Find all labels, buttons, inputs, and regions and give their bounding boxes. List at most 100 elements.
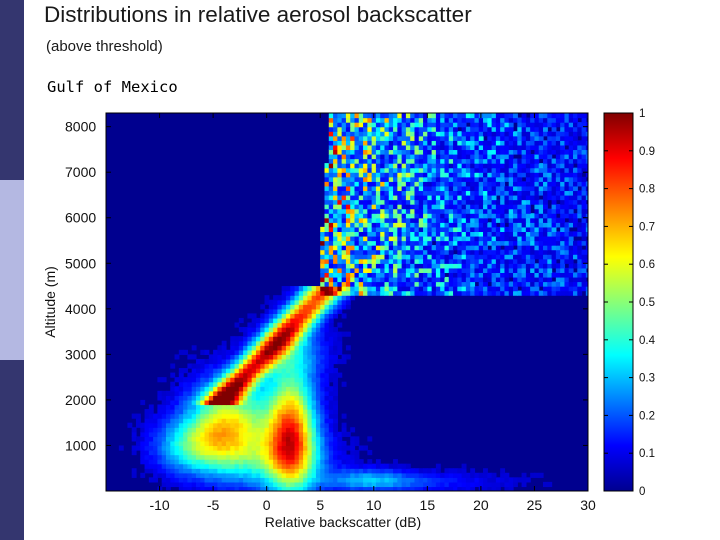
heatmap-cell xyxy=(393,190,398,196)
heatmap-cell xyxy=(294,363,300,369)
heatmap-cell xyxy=(170,450,176,456)
heatmap-cell xyxy=(530,163,536,169)
heatmap-cell xyxy=(170,404,176,410)
heatmap-cell xyxy=(165,450,171,456)
heatmap-cell xyxy=(273,331,278,337)
heatmap-cell xyxy=(354,245,360,251)
heatmap-cell xyxy=(423,249,428,255)
heatmap-cell xyxy=(264,440,270,447)
heatmap-cell xyxy=(525,213,531,219)
heatmap-cell xyxy=(478,144,484,151)
heatmap-cell xyxy=(440,144,446,151)
heatmap-cell xyxy=(555,185,561,192)
heatmap-cell xyxy=(178,431,184,437)
heatmap-cell xyxy=(157,440,163,447)
heatmap-cell xyxy=(328,395,334,401)
heatmap-cell xyxy=(384,149,390,155)
heatmap-cell xyxy=(140,450,146,456)
heatmap-cell xyxy=(204,404,210,410)
heatmap-cell xyxy=(388,249,394,255)
heatmap-cell xyxy=(457,181,463,187)
heatmap-cell xyxy=(230,390,236,396)
heatmap-cell xyxy=(371,172,377,178)
heatmap-cell xyxy=(217,431,223,437)
heatmap-cell xyxy=(358,272,364,278)
heatmap-cell xyxy=(414,122,420,128)
heatmap-cell xyxy=(393,167,398,173)
heatmap-cell xyxy=(384,217,390,223)
heatmap-cell xyxy=(547,258,553,264)
heatmap-cell xyxy=(260,422,266,428)
heatmap-cell xyxy=(251,317,257,324)
heatmap-cell xyxy=(217,345,223,351)
heatmap-cell xyxy=(491,272,497,278)
heatmap-cell xyxy=(581,153,587,160)
heatmap-cell xyxy=(448,217,454,223)
heatmap-cell xyxy=(268,358,274,365)
heatmap-cell xyxy=(538,144,544,151)
heatmap-cell xyxy=(525,122,531,128)
heatmap-cell xyxy=(427,481,433,488)
heatmap-cell xyxy=(277,295,283,301)
heatmap-cell xyxy=(165,399,171,406)
heatmap-cell xyxy=(268,463,274,469)
heatmap-cell xyxy=(367,254,373,260)
heatmap-cell xyxy=(525,144,531,151)
heatmap-cell xyxy=(410,235,416,242)
heatmap-cell xyxy=(564,258,570,264)
heatmap-cell xyxy=(375,167,381,173)
heatmap-cell xyxy=(328,336,334,342)
heatmap-cell xyxy=(495,167,501,173)
heatmap-cell xyxy=(375,267,381,273)
heatmap-cell xyxy=(474,226,480,233)
heatmap-cell xyxy=(367,450,373,456)
heatmap-cell xyxy=(448,272,454,278)
heatmap-cell xyxy=(315,358,321,365)
heatmap-cell xyxy=(461,254,467,260)
heatmap-cell xyxy=(260,436,266,442)
heatmap-cell xyxy=(251,386,257,392)
heatmap-cell xyxy=(470,477,476,483)
heatmap-cell xyxy=(307,349,313,355)
heatmap-cell xyxy=(375,208,381,214)
heatmap-cell xyxy=(328,213,334,219)
heatmap-cell xyxy=(504,290,510,296)
heatmap-cell xyxy=(174,477,180,483)
heatmap-cell xyxy=(294,445,300,451)
heatmap-cell xyxy=(337,231,343,237)
heatmap-cell xyxy=(195,445,201,451)
heatmap-cell xyxy=(448,167,454,173)
heatmap-cell xyxy=(213,477,218,483)
heatmap-cell xyxy=(234,440,240,447)
heatmap-cell xyxy=(440,276,446,283)
heatmap-cell xyxy=(255,445,261,451)
heatmap-cell xyxy=(238,418,244,424)
heatmap-cell xyxy=(534,222,540,228)
heatmap-cell xyxy=(341,254,347,260)
heatmap-cell xyxy=(345,167,351,173)
heatmap-cell xyxy=(517,213,523,219)
heatmap-cell xyxy=(453,281,458,287)
heatmap-cell xyxy=(217,372,223,378)
heatmap-cell xyxy=(393,144,398,151)
heatmap-cell xyxy=(298,290,304,296)
heatmap-cell xyxy=(534,181,540,187)
heatmap-cell xyxy=(144,450,150,456)
heatmap-cell xyxy=(285,390,291,396)
heatmap-cell xyxy=(328,436,334,442)
heatmap-cell xyxy=(478,249,484,255)
heatmap-cell xyxy=(427,231,433,237)
heatmap-cell xyxy=(478,258,484,264)
heatmap-cell xyxy=(410,117,416,123)
heatmap-cell xyxy=(371,231,377,237)
heatmap-cell xyxy=(328,313,334,319)
heatmap-cell xyxy=(461,240,467,246)
heatmap-cell xyxy=(243,363,248,369)
heatmap-cell xyxy=(260,454,266,460)
heatmap-cell xyxy=(260,481,266,488)
heatmap-cell xyxy=(405,135,411,141)
heatmap-cell xyxy=(320,431,326,437)
heatmap-cell xyxy=(461,163,467,169)
heatmap-cell xyxy=(491,290,497,296)
heatmap-cell xyxy=(470,272,476,278)
